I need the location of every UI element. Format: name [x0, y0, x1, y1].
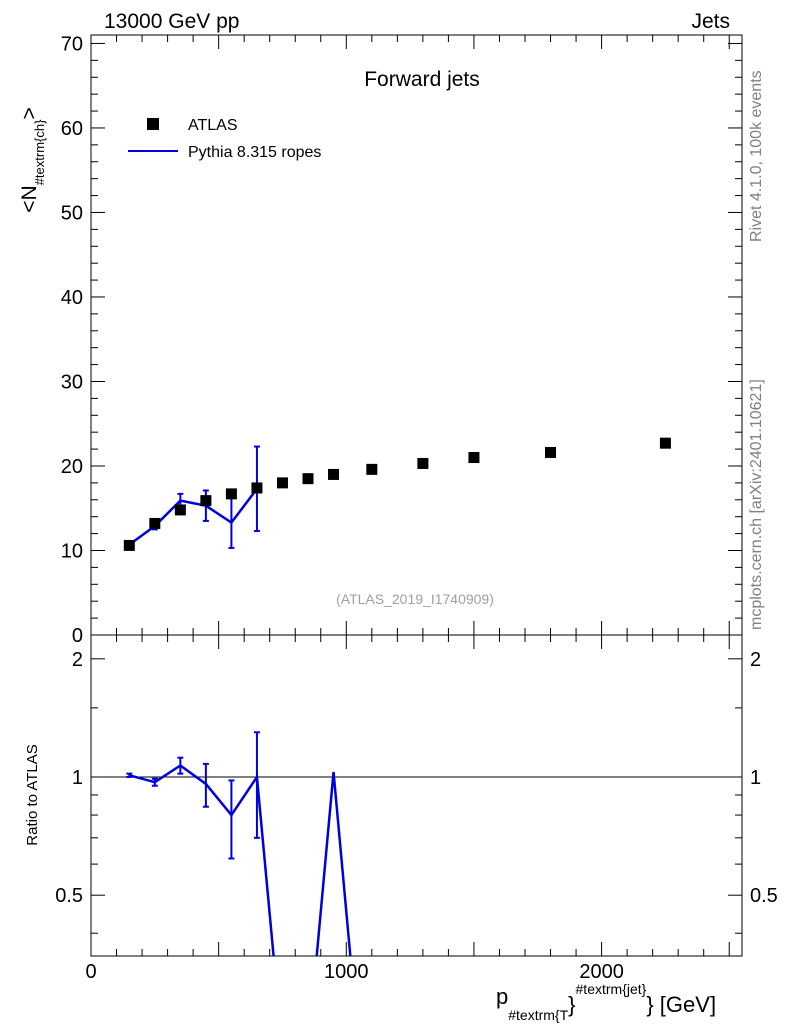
analysis-id-watermark: (ATLAS_2019_I1740909) [336, 591, 494, 607]
ratio-y-tick-label-left: 1 [72, 767, 83, 789]
atlas-data-point [174, 504, 186, 516]
atlas-data-point [366, 463, 378, 475]
atlas-data-point [123, 539, 135, 551]
ratio-y-axis-title: Ratio to ATLAS [24, 744, 41, 845]
atlas-data-point [225, 488, 237, 500]
atlas-data-point [468, 452, 480, 464]
main-y-tick-label: 40 [61, 287, 83, 309]
ratio-axis-ticks [91, 658, 742, 934]
atlas-data-point [659, 437, 671, 449]
main-y-tick-label: 0 [72, 625, 83, 647]
ratio-y-tick-label-right: 2 [750, 649, 761, 671]
x-axis-title: p#textrm{T}#textrm{jet}} [GeV] [496, 981, 716, 1023]
main-y-tick-label: 20 [61, 456, 83, 478]
x-title-tail: } [GeV] [646, 992, 716, 1017]
ratio-y-tick-label-right: 0.5 [750, 885, 778, 907]
main-y-axis-ticks [91, 42, 742, 636]
x-title-brace: } [568, 992, 575, 1017]
atlas-data-point [276, 477, 288, 489]
x-title-sub: #textrm{T [508, 1007, 568, 1023]
main-y-tick-label: 50 [61, 202, 83, 224]
y-title-main: <N [18, 185, 41, 212]
legend-atlas-label: ATLAS [188, 117, 238, 134]
x-title-sup: #textrm{jet} [576, 981, 647, 997]
rivet-version-text: Rivet 4.1.0, 100k events [748, 70, 765, 242]
x-tick-labels: 0 1000 2000 [85, 961, 623, 983]
atlas-data-point [417, 457, 429, 469]
main-y-tick-labels: 0 10 20 30 40 50 60 70 [61, 33, 83, 647]
chart-title: Forward jets [364, 68, 480, 91]
pythia-main-line [128, 488, 258, 546]
atlas-data-point [302, 473, 314, 485]
main-y-tick-label: 60 [61, 118, 83, 140]
ratio-y-tick-label-left: 2 [72, 649, 83, 671]
pythia-ratio-line [128, 763, 352, 956]
ratio-y-tick-label-left: 0.5 [55, 885, 83, 907]
x-tick-label: 2000 [579, 961, 624, 983]
header-left-label: 13000 GeV pp [104, 10, 239, 33]
x-tick-label: 0 [85, 961, 96, 983]
ratio-y-tick-labels: 0.5 0.5 1 1 2 2 [55, 649, 778, 907]
atlas-data-point [251, 482, 263, 494]
main-y-tick-label: 70 [61, 33, 83, 55]
atlas-data-point [149, 517, 161, 529]
main-y-axis-title: <N#textrm{ch}> [18, 107, 47, 212]
atlas-data-point [200, 495, 212, 507]
atlas-data-point [328, 468, 340, 480]
mcplots-credit-text: mcplots.cern.ch [arXiv:2401.10621] [748, 379, 765, 630]
ratio-data-marks [126, 731, 352, 956]
legend-pythia-label: Pythia 8.315 ropes [188, 144, 321, 161]
header-right-label: Jets [691, 10, 730, 33]
atlas-data-point [545, 446, 557, 458]
y-title-close: > [18, 107, 41, 119]
legend-atlas-marker [147, 118, 159, 130]
main-y-tick-label: 30 [61, 371, 83, 393]
x-tick-label: 1000 [324, 961, 369, 983]
ratio-plot-frame [90, 634, 743, 957]
main-data-marks [123, 437, 671, 551]
y-title-sub: #textrm{ch} [32, 119, 47, 185]
main-y-tick-label: 10 [61, 540, 83, 562]
ratio-y-tick-label-right: 1 [750, 767, 761, 789]
x-title-main: p [496, 984, 508, 1009]
x-axis-ticks [90, 35, 730, 956]
